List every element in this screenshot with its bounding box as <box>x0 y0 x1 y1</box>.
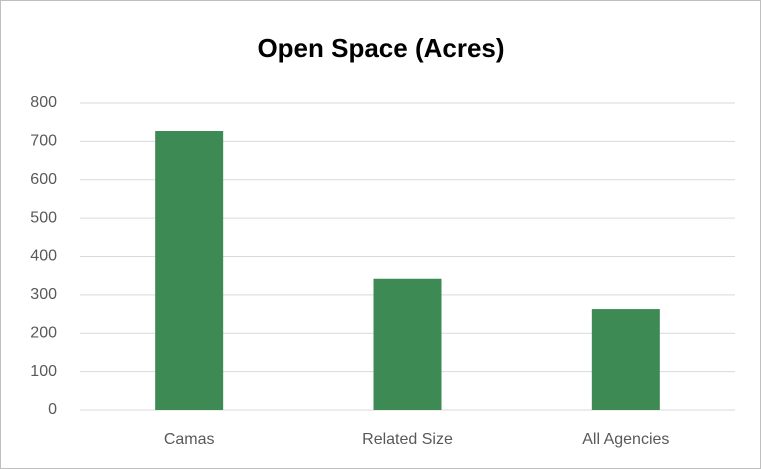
x-tick-label: Camas <box>164 431 215 448</box>
y-tick-label: 300 <box>30 286 57 303</box>
bar <box>373 278 442 410</box>
x-tick-label: All Agencies <box>582 431 669 448</box>
x-tick-label: Related Size <box>362 431 453 448</box>
y-tick-label: 500 <box>30 209 57 226</box>
y-tick-label: 0 <box>48 401 57 418</box>
y-tick-label: 100 <box>30 363 57 380</box>
chart-title: Open Space (Acres) <box>257 33 504 63</box>
y-tick-label: 800 <box>30 94 57 111</box>
bar <box>155 131 224 411</box>
y-tick-label: 400 <box>30 248 57 265</box>
bar <box>591 309 660 410</box>
y-tick-label: 200 <box>30 324 57 341</box>
y-tick-label: 600 <box>30 171 57 188</box>
y-tick-label: 700 <box>30 133 57 150</box>
